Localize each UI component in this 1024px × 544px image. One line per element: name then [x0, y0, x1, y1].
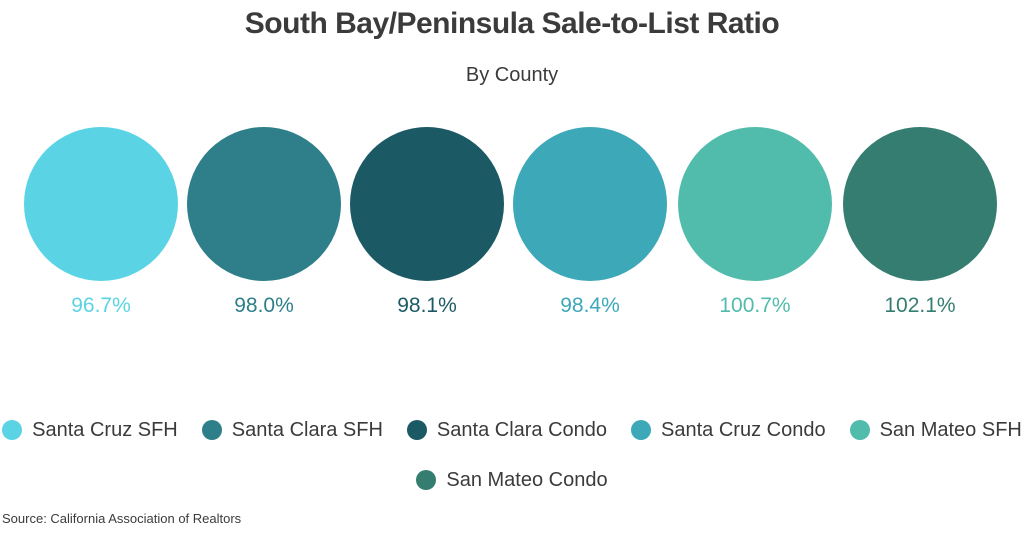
legend-swatch — [2, 420, 23, 440]
legend-swatch — [201, 420, 222, 440]
bubble-chart: 96.7% 98.0% 98.1% 98.4% 100.7% 102.1% — [24, 127, 997, 317]
legend-label: Santa Cruz SFH — [32, 418, 178, 441]
bubble-san-mateo-condo — [843, 127, 997, 281]
value-label: 98.1% — [397, 294, 457, 317]
bubble-santa-clara-condo — [350, 127, 504, 281]
legend-item: Santa Clara Condo — [406, 418, 608, 442]
value-label: 98.4% — [560, 294, 620, 317]
legend-label: San Mateo SFH — [879, 418, 1022, 441]
legend-swatch — [406, 420, 427, 440]
legend-swatch — [416, 470, 437, 490]
source-note: Source: California Association of Realto… — [2, 511, 242, 526]
legend-label: San Mateo Condo — [446, 468, 608, 491]
value-label: 96.7% — [71, 294, 131, 317]
legend-item: Santa Cruz Condo — [631, 419, 826, 442]
bubble-santa-cruz-condo — [513, 127, 667, 281]
value-label: 98.0% — [234, 294, 294, 317]
legend-item: San Mateo Condo — [416, 468, 608, 492]
legend-row-1: Santa Cruz SFH Santa Clara SFH Santa Clara… — [0, 410, 1024, 450]
legend-item: San Mateo SFH — [849, 418, 1022, 442]
legend-swatch — [849, 420, 870, 440]
bubble-santa-cruz-sfh — [24, 127, 178, 281]
value-label: 100.7% — [719, 294, 790, 317]
legend-label: Santa Clara Condo — [436, 418, 608, 441]
chart-title: South Bay/Peninsula Sale-to-List Ratio — [244, 7, 780, 40]
chart-subtitle: By County — [465, 64, 559, 86]
legend-item: Santa Cruz SFH — [2, 419, 178, 442]
value-label: 102.1% — [884, 294, 955, 317]
legend-label: Santa Clara SFH — [231, 418, 383, 441]
legend-label: Santa Cruz Condo — [661, 418, 826, 441]
bubble-santa-clara-sfh — [187, 127, 341, 281]
legend-swatch — [631, 420, 652, 440]
legend-item: Santa Clara SFH — [201, 418, 383, 442]
bubble-san-mateo-sfh — [678, 127, 832, 281]
legend-row-2: San Mateo Condo — [0, 460, 1024, 500]
legend: Santa Cruz SFH Santa Clara SFH Santa Clara… — [0, 410, 1024, 510]
